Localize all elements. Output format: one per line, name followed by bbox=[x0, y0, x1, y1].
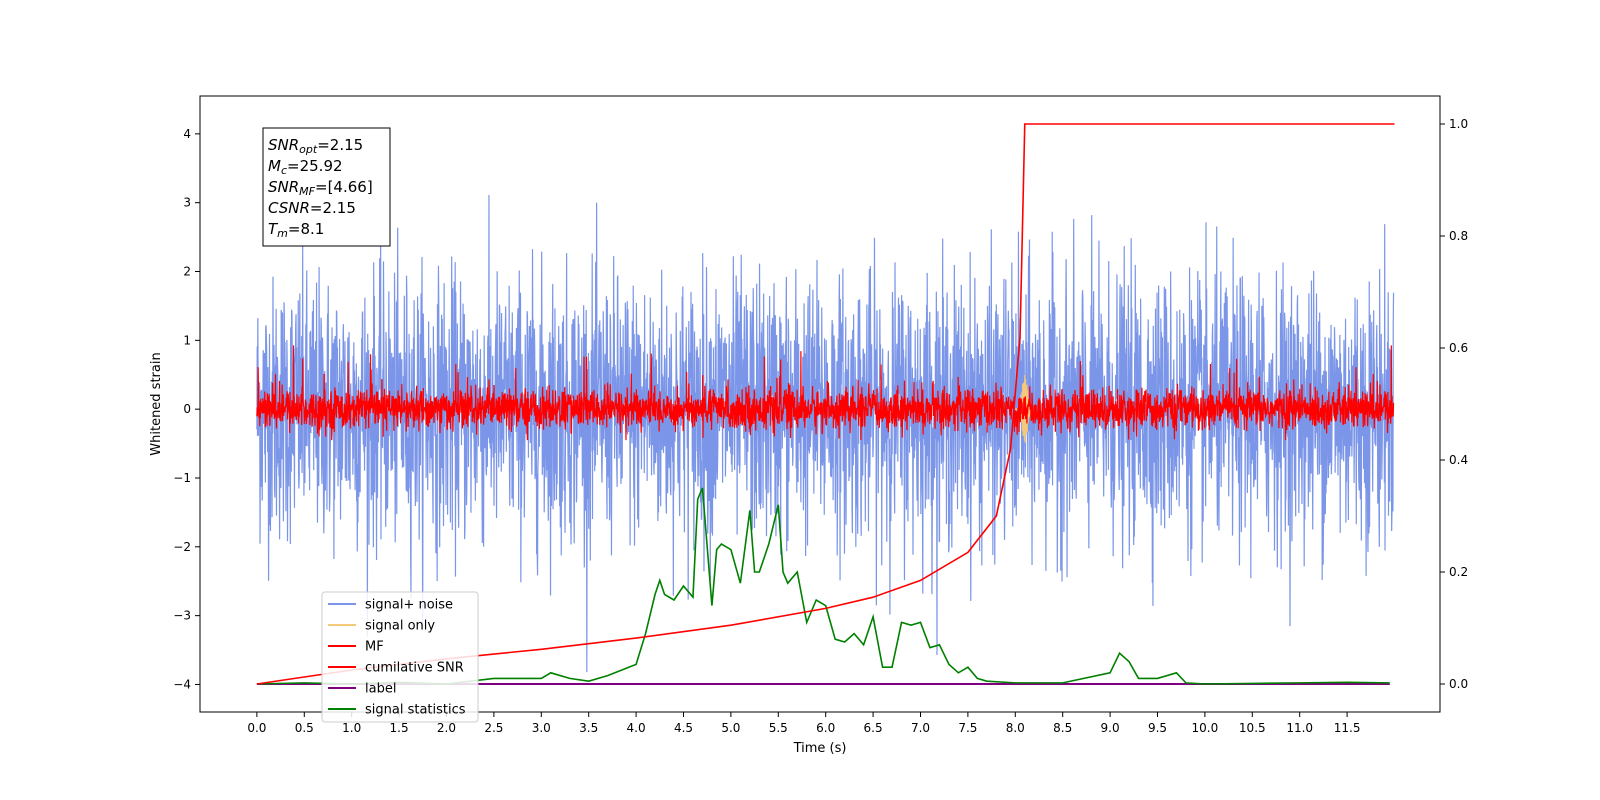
y-right-tick-label: 1.0 bbox=[1449, 117, 1468, 131]
x-tick-label: 7.5 bbox=[958, 721, 977, 735]
x-tick-label: 0.0 bbox=[247, 721, 266, 735]
legend-entry: signal+ noise bbox=[365, 598, 453, 613]
info-symbol: SNR bbox=[268, 178, 299, 196]
info-subscript: c bbox=[281, 164, 287, 177]
x-tick-label: 6.5 bbox=[864, 721, 883, 735]
info-value: =2.15 bbox=[310, 199, 356, 217]
x-tick-label: 5.0 bbox=[721, 721, 740, 735]
y-right-tick-label: 0.8 bbox=[1449, 229, 1468, 243]
x-tick-label: 1.0 bbox=[342, 721, 361, 735]
info-value: =2.15 bbox=[317, 136, 363, 154]
x-tick-label: 10.5 bbox=[1239, 721, 1266, 735]
x-tick-label: 8.0 bbox=[1006, 721, 1025, 735]
x-tick-label: 4.0 bbox=[627, 721, 646, 735]
x-tick-label: 1.5 bbox=[390, 721, 409, 735]
y-tick-label: 2 bbox=[183, 265, 191, 279]
y-right-tick-label: 0.0 bbox=[1449, 677, 1468, 691]
info-symbol: M bbox=[268, 157, 281, 175]
x-tick-label: 11.5 bbox=[1334, 721, 1361, 735]
x-tick-label: 9.0 bbox=[1101, 721, 1120, 735]
info-value: =8.1 bbox=[288, 220, 324, 238]
info-box-line: Mc=25.92 bbox=[268, 157, 343, 177]
y-tick-label: −3 bbox=[173, 609, 191, 623]
x-tick-label: 5.5 bbox=[769, 721, 788, 735]
axis-ticks: 0.0 0.5 1.0 1.5 2.0 2.5 3.0 3.5 4.0 4.5 5.0 5.5 6.0 6… bbox=[173, 117, 1468, 735]
x-tick-label: 9.5 bbox=[1148, 721, 1167, 735]
y-tick-label: 3 bbox=[183, 196, 191, 210]
info-symbol: T bbox=[268, 220, 279, 238]
y-tick-label: −1 bbox=[173, 471, 191, 485]
series-mf bbox=[256, 345, 1395, 441]
y-right-tick-label: 0.2 bbox=[1449, 565, 1468, 579]
info-value: =[4.66] bbox=[315, 178, 373, 196]
legend-entry: signal only bbox=[365, 619, 435, 634]
x-tick-label: 6.0 bbox=[816, 721, 835, 735]
x-tick-label: 11.0 bbox=[1286, 721, 1313, 735]
y-right-tick-label: 0.4 bbox=[1449, 453, 1468, 467]
info-subscript: MF bbox=[299, 185, 315, 198]
info-box-line: SNRopt=2.15 bbox=[268, 136, 363, 156]
x-tick-label: 7.0 bbox=[911, 721, 930, 735]
y-tick-label: −4 bbox=[173, 677, 191, 691]
series-signal-statistics bbox=[256, 487, 1390, 685]
y-tick-label: 1 bbox=[183, 333, 191, 347]
x-tick-label: 3.0 bbox=[532, 721, 551, 735]
legend-entry: label bbox=[365, 682, 396, 697]
x-tick-label: 8.5 bbox=[1053, 721, 1072, 735]
info-box: SNRopt=2.15Mc=25.92SNRMF=[4.66]CSNR=2.15… bbox=[262, 127, 391, 247]
legend-frame bbox=[321, 591, 479, 723]
plot-frame bbox=[199, 95, 1441, 713]
info-subscript: m bbox=[277, 227, 288, 240]
legend-entry: MF bbox=[365, 640, 384, 655]
info-symbol: CSNR bbox=[268, 199, 310, 217]
x-tick-label: 3.5 bbox=[579, 721, 598, 735]
x-tick-label: 2.0 bbox=[437, 721, 456, 735]
info-value: =25.92 bbox=[287, 157, 343, 175]
y-tick-label: 0 bbox=[183, 402, 191, 416]
x-tick-label: 0.5 bbox=[295, 721, 314, 735]
info-box-line: CSNR=2.15 bbox=[268, 199, 356, 217]
x-axis-label: Time (s) bbox=[793, 741, 847, 756]
y-axis-label: Whitened strain bbox=[149, 352, 164, 455]
legend-entry: signal statistics bbox=[365, 703, 466, 718]
x-tick-label: 10.0 bbox=[1192, 721, 1219, 735]
y-right-tick-label: 0.6 bbox=[1449, 341, 1468, 355]
info-box-line: SNRMF=[4.66] bbox=[268, 178, 373, 198]
x-tick-label: 2.5 bbox=[484, 721, 503, 735]
series-signal-noise bbox=[256, 195, 1395, 673]
info-box-frame bbox=[262, 127, 391, 247]
y-tick-label: −2 bbox=[173, 540, 191, 554]
y-tick-label: 4 bbox=[183, 127, 191, 141]
info-symbol: SNR bbox=[268, 136, 299, 154]
legend-entry: cumilative SNR bbox=[365, 661, 464, 676]
legend[interactable]: signal+ noise signal only MF cumilative SNR… bbox=[321, 591, 479, 723]
info-subscript: opt bbox=[299, 143, 318, 156]
info-box-line: Tm=8.1 bbox=[268, 220, 324, 240]
x-tick-label: 4.5 bbox=[674, 721, 693, 735]
